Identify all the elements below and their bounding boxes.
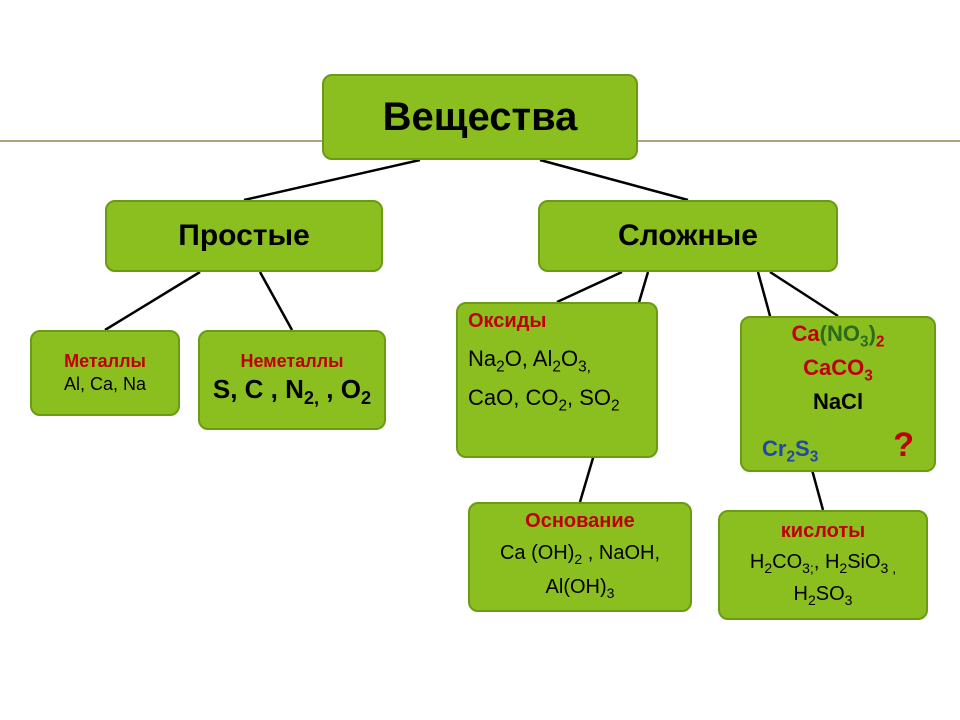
nonmetals-body: S, C , N2, , O2 (213, 374, 371, 409)
nonmetals-title: Неметаллы (241, 351, 344, 372)
complex-label: Сложные (618, 219, 758, 253)
salts-no3-sub: 2 (876, 321, 885, 346)
salts-line1: Ca(NO3)2 (792, 319, 885, 353)
simple-label: Простые (178, 219, 310, 253)
metals-title: Металлы (64, 351, 146, 372)
root-label: Вещества (383, 95, 578, 140)
salts-no3: (NO3) (820, 321, 876, 346)
metals-body: Al, Ca, Na (64, 374, 146, 395)
node-nonmetals: Неметаллы S, C , N2, , O2 (198, 330, 386, 430)
node-root: Вещества (322, 74, 638, 160)
salts-line4-row: Cr2S3 ? (752, 423, 924, 469)
bases-title: Основание (525, 510, 635, 533)
salts-line2: CaCO3 (803, 353, 873, 387)
node-bases: Основание Ca (OH)2 , NaOH, Al(OH)3 (468, 502, 692, 612)
node-oxides: Оксиды Na2O, Al2O3, CaO, CO2, SO2 (456, 302, 658, 458)
salts-line4: Cr2S3 (762, 434, 818, 468)
acids-body: H2CO3;, H2SiO3 , H2SO3 (730, 547, 916, 611)
node-simple: Простые (105, 200, 383, 272)
node-acids: кислоты H2CO3;, H2SiO3 , H2SO3 (718, 510, 928, 620)
node-complex: Сложные (538, 200, 838, 272)
salts-ca: Ca (792, 321, 820, 346)
acids-title: кислоты (781, 520, 865, 543)
salts-question-mark: ? (893, 423, 914, 469)
oxides-title: Оксиды (468, 310, 547, 333)
node-salts: Ca(NO3)2 CaCO3 NaCl Cr2S3 ? (740, 316, 936, 472)
oxides-body: Na2O, Al2O3, CaO, CO2, SO2 (468, 341, 646, 419)
node-metals: Металлы Al, Ca, Na (30, 330, 180, 416)
salts-line3: NaCl (813, 387, 863, 417)
bases-body: Ca (OH)2 , NaOH, Al(OH)3 (480, 537, 680, 604)
